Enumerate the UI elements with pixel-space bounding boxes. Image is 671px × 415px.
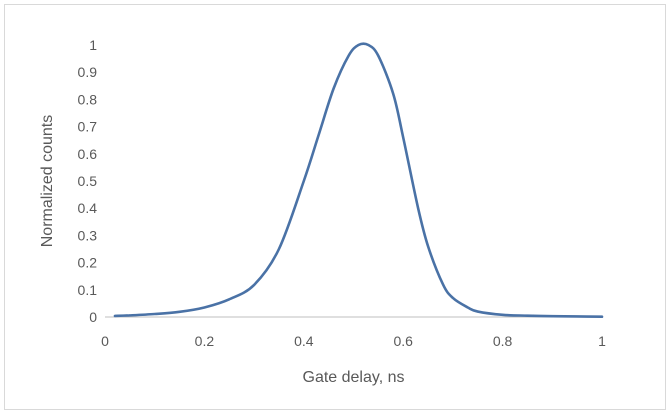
chart-area bbox=[4, 4, 666, 410]
y-axis-ticks: 0 0.1 0.2 0.3 0.4 0.5 0.6 0.7 0.8 0.9 1 bbox=[78, 37, 98, 325]
y-tick-label: 0.9 bbox=[78, 64, 98, 80]
x-tick-label: 1 bbox=[598, 333, 606, 349]
y-tick-label: 0.1 bbox=[78, 282, 98, 298]
y-tick-label: 1 bbox=[89, 37, 97, 53]
x-tick-label: 0.2 bbox=[195, 333, 215, 349]
y-tick-label: 0 bbox=[89, 309, 97, 325]
series-group bbox=[113, 42, 604, 319]
series-line-0 bbox=[113, 42, 604, 319]
y-tick-label: 0.4 bbox=[78, 200, 98, 216]
y-axis-title: Normalized counts bbox=[39, 115, 56, 248]
x-tick-label: 0.6 bbox=[393, 333, 413, 349]
x-tick-label: 0.8 bbox=[493, 333, 513, 349]
x-tick-label: 0.4 bbox=[294, 333, 314, 349]
y-tick-label: 0.3 bbox=[78, 227, 98, 243]
x-axis-title: Gate delay, ns bbox=[303, 369, 405, 386]
y-tick-label: 0.6 bbox=[78, 146, 98, 162]
x-tick-label: 0 bbox=[101, 333, 109, 349]
y-tick-label: 0.2 bbox=[78, 255, 98, 271]
y-tick-label: 0.5 bbox=[78, 173, 98, 189]
x-axis-ticks: 0 0.2 0.4 0.6 0.8 1 bbox=[101, 333, 606, 349]
y-tick-label: 0.8 bbox=[78, 91, 98, 107]
y-tick-label: 0.7 bbox=[78, 119, 98, 135]
